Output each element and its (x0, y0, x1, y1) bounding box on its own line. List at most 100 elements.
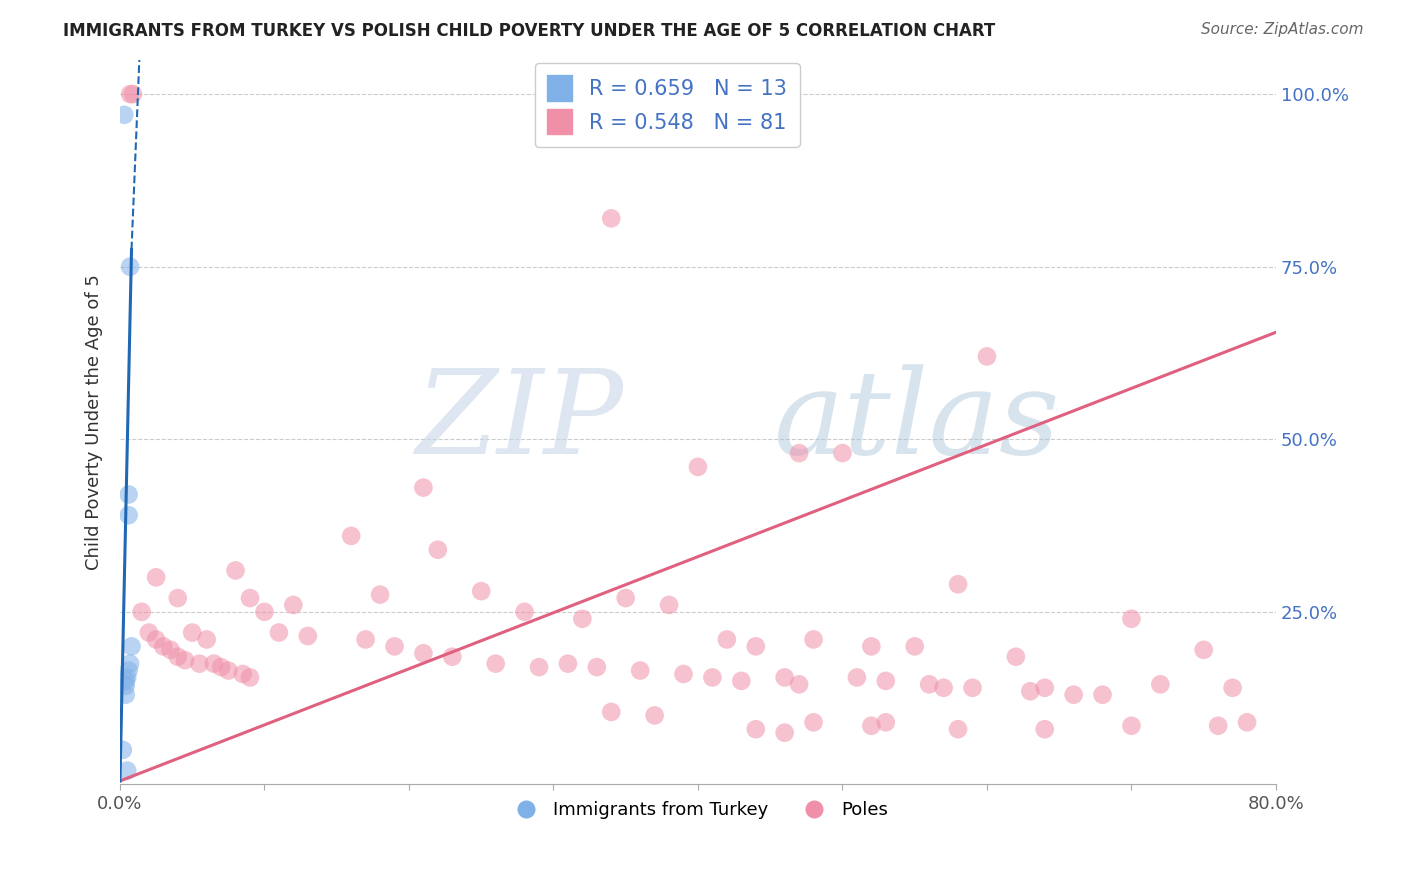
Point (217, 664, 239, 678)
Point (117, 487, 139, 501)
Point (297, 629, 319, 643)
Point (267, 625, 290, 640)
Point (962, 681, 984, 695)
Point (340, 529, 363, 543)
Point (111, 743, 134, 757)
Point (115, 670, 138, 684)
Point (730, 673, 752, 688)
Point (614, 591, 637, 605)
Point (831, 446, 853, 460)
Point (1005, 649, 1028, 664)
Point (412, 646, 434, 660)
Point (1121, 719, 1143, 733)
Point (600, 211, 623, 226)
Point (600, 705, 623, 719)
Point (918, 677, 941, 691)
Point (117, 664, 139, 678)
Point (120, 260, 142, 274)
Point (585, 660, 607, 674)
Point (787, 677, 810, 691)
Point (904, 640, 927, 654)
Point (787, 446, 810, 460)
Point (875, 715, 897, 730)
Point (120, 87, 142, 102)
Point (384, 640, 406, 654)
Point (803, 715, 825, 730)
Point (860, 719, 883, 733)
Point (1222, 681, 1244, 695)
Point (412, 481, 434, 495)
Point (932, 681, 955, 695)
Point (470, 584, 492, 599)
Point (195, 632, 218, 647)
Point (658, 598, 681, 612)
Point (112, 108, 135, 122)
Point (114, 688, 136, 702)
Point (1192, 642, 1215, 657)
Point (485, 657, 508, 671)
Point (166, 591, 188, 605)
Point (1121, 612, 1143, 626)
Y-axis label: Child Poverty Under the Age of 5: Child Poverty Under the Age of 5 (86, 274, 103, 570)
Point (138, 625, 160, 640)
Legend: Immigrants from Turkey, Poles: Immigrants from Turkey, Poles (501, 794, 896, 826)
Text: Source: ZipAtlas.com: Source: ZipAtlas.com (1201, 22, 1364, 37)
Point (773, 670, 796, 684)
Point (239, 670, 262, 684)
Point (845, 670, 868, 684)
Point (145, 632, 167, 647)
Point (232, 667, 254, 681)
Point (120, 657, 142, 671)
Point (1091, 688, 1114, 702)
Point (152, 640, 174, 654)
Point (976, 350, 998, 364)
Point (686, 459, 709, 474)
Point (115, 764, 138, 778)
Point (773, 725, 796, 739)
Point (225, 563, 247, 577)
Point (131, 605, 153, 619)
Point (571, 612, 593, 626)
Point (1033, 722, 1056, 736)
Point (702, 670, 724, 684)
Point (1033, 681, 1056, 695)
Point (121, 640, 143, 654)
Point (426, 542, 449, 557)
Point (145, 570, 167, 584)
Point (114, 679, 136, 693)
Point (122, 87, 145, 102)
Point (181, 625, 204, 640)
Text: atlas: atlas (773, 365, 1060, 479)
Point (239, 591, 262, 605)
Point (1206, 719, 1229, 733)
Point (188, 657, 211, 671)
Point (174, 653, 197, 667)
Point (644, 708, 666, 723)
Point (860, 640, 883, 654)
Point (253, 605, 276, 619)
Point (166, 649, 188, 664)
Point (1236, 715, 1258, 730)
Point (1063, 688, 1085, 702)
Point (745, 722, 768, 736)
Point (803, 632, 825, 647)
Point (513, 605, 536, 619)
Point (745, 640, 768, 654)
Point (283, 598, 305, 612)
Point (946, 577, 969, 591)
Point (557, 657, 579, 671)
Text: IMMIGRANTS FROM TURKEY VS POLISH CHILD POVERTY UNDER THE AGE OF 5 CORRELATION CH: IMMIGRANTS FROM TURKEY VS POLISH CHILD P… (63, 22, 995, 40)
Point (672, 667, 695, 681)
Point (441, 649, 464, 664)
Text: ZIP: ZIP (415, 365, 623, 479)
Point (875, 673, 897, 688)
Point (117, 508, 139, 523)
Point (202, 657, 225, 671)
Point (1149, 677, 1171, 691)
Point (946, 722, 969, 736)
Point (716, 632, 738, 647)
Point (159, 642, 181, 657)
Point (209, 660, 232, 674)
Point (628, 664, 651, 678)
Point (527, 660, 550, 674)
